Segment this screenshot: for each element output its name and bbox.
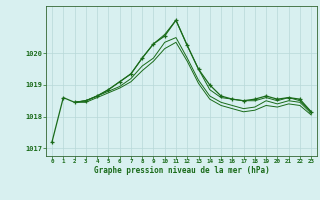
X-axis label: Graphe pression niveau de la mer (hPa): Graphe pression niveau de la mer (hPa) <box>94 166 269 175</box>
